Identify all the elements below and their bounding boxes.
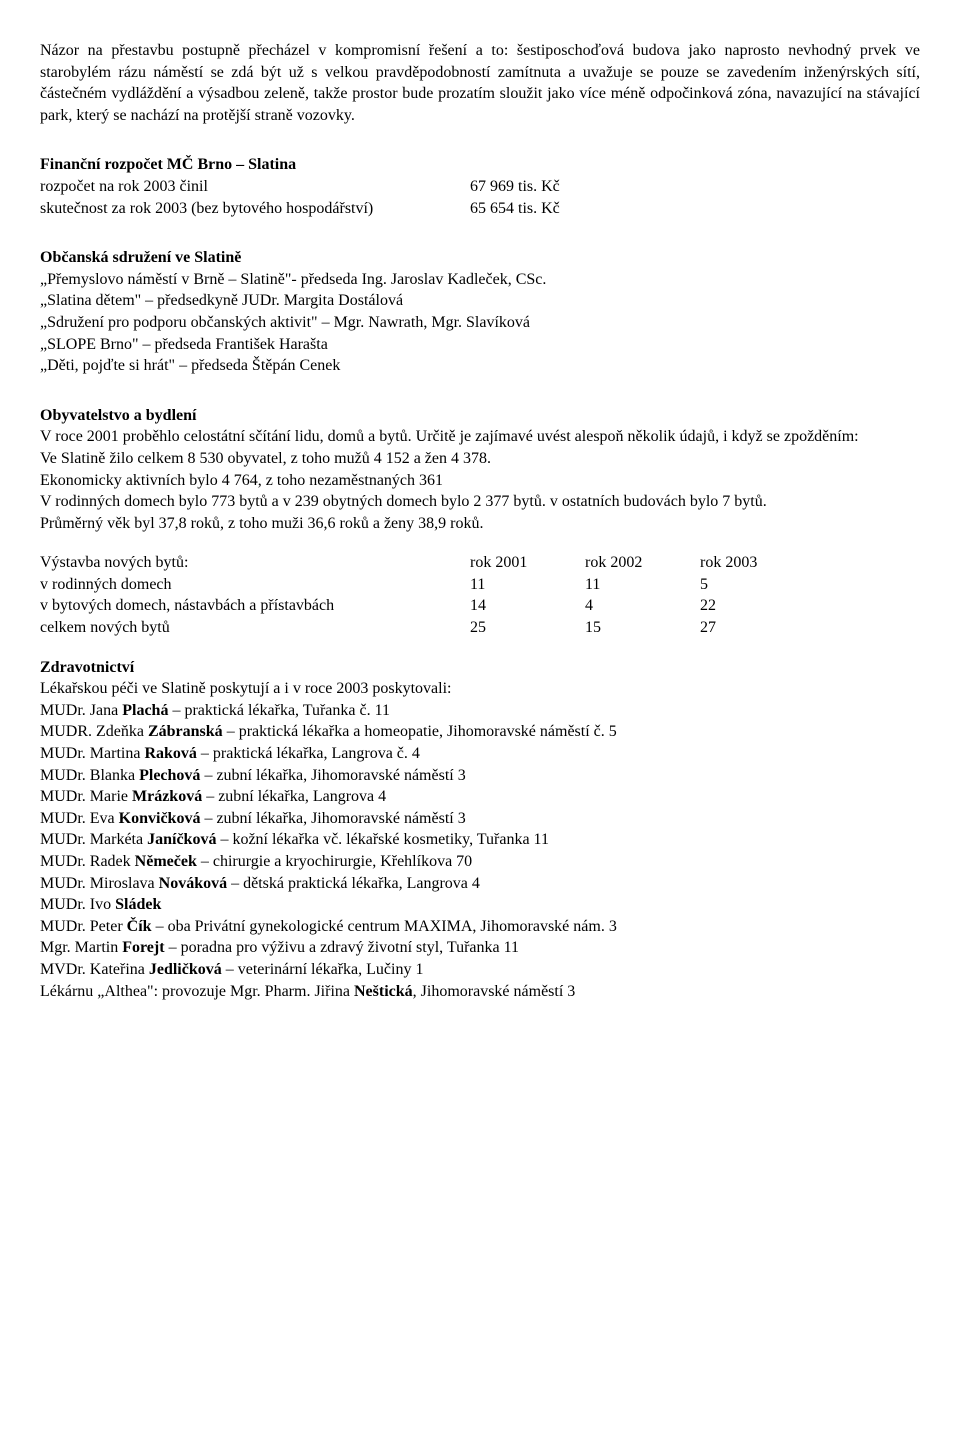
health-item-pre: MUDr. Markéta <box>40 831 147 848</box>
health-item: MUDr. Ivo Sládek <box>40 894 920 916</box>
health-item-post: – poradna pro výživu a zdravý životní st… <box>165 939 519 956</box>
health-item-post: – zubní lékařka, Jihomoravské náměstí 3 <box>200 810 465 827</box>
health-item-name: Janíčková <box>147 831 216 848</box>
stats-cell: 25 <box>470 617 585 639</box>
health-item: MUDr. Miroslava Nováková – dětská prakti… <box>40 873 920 895</box>
health-item-name: Plechová <box>139 767 200 784</box>
health-item: MUDr. Radek Němeček – chirurgie a kryoch… <box>40 851 920 873</box>
health-item-pre: MUDr. Blanka <box>40 767 139 784</box>
assoc-line: „Děti, pojďte si hrát" – předseda Štěpán… <box>40 355 920 377</box>
pop-para: Ve Slatině žilo celkem 8 530 obyvatel, z… <box>40 448 920 470</box>
health-item-name: Nováková <box>159 875 227 892</box>
assoc-line: „Sdružení pro podporu občanských aktivit… <box>40 312 920 334</box>
pop-para: V rodinných domech bylo 773 bytů a v 239… <box>40 491 920 513</box>
health-item-post: – veterinární lékařka, Lučiny 1 <box>222 961 424 978</box>
health-item-name: Zábranská <box>148 723 223 740</box>
assoc-line: „SLOPE Brno" – předseda František Harašt… <box>40 334 920 356</box>
health-item: MUDr. Jana Plachá – praktická lékařka, T… <box>40 700 920 722</box>
budget-row-label: rozpočet na rok 2003 činil <box>40 176 470 198</box>
health-item: Mgr. Martin Forejt – poradna pro výživu … <box>40 937 920 959</box>
health-item-post: – zubní lékařka, Jihomoravské náměstí 3 <box>200 767 465 784</box>
stats-cell: 5 <box>700 574 815 596</box>
health-item-post: – kožní lékařka vč. lékařské kosmetiky, … <box>216 831 549 848</box>
health-item: MUDr. Peter Čík – oba Privátní gynekolog… <box>40 916 920 938</box>
health-item: MUDr. Marie Mrázková – zubní lékařka, La… <box>40 786 920 808</box>
health-item-pre: Lékárnu „Althea": provozuje Mgr. Pharm. … <box>40 983 354 1000</box>
health-item-name: Plachá <box>122 702 168 719</box>
health-item-name: Čík <box>127 918 152 935</box>
health-item-post: – praktická lékařka a homeopatie, Jihomo… <box>223 723 617 740</box>
stats-header-col: rok 2001 <box>470 552 585 574</box>
health-item-pre: MUDr. Jana <box>40 702 122 719</box>
stats-cell: 15 <box>585 617 700 639</box>
stats-row-label: v rodinných domech <box>40 574 470 596</box>
health-item: Lékárnu „Althea": provozuje Mgr. Pharm. … <box>40 981 920 1003</box>
health-item: MVDr. Kateřina Jedličková – veterinární … <box>40 959 920 981</box>
health-item-pre: MUDr. Radek <box>40 853 135 870</box>
health-item: MUDr. Martina Raková – praktická lékařka… <box>40 743 920 765</box>
health-item-pre: MVDr. Kateřina <box>40 961 149 978</box>
stats-cell: 11 <box>470 574 585 596</box>
health-item: MUDr. Markéta Janíčková – kožní lékařka … <box>40 829 920 851</box>
health-item-pre: MUDr. Ivo <box>40 896 115 913</box>
budget-row-value: 65 654 tis. Kč <box>470 198 590 220</box>
health-item: MUDr. Eva Konvičková – zubní lékařka, Ji… <box>40 808 920 830</box>
health-item-name: Raková <box>144 745 196 762</box>
health-item-name: Sládek <box>115 896 161 913</box>
stats-cell: 27 <box>700 617 815 639</box>
health-item-post: – praktická lékařka, Tuřanka č. 11 <box>168 702 390 719</box>
health-item-post: – dětská praktická lékařka, Langrova 4 <box>227 875 480 892</box>
health-item-name: Mrázková <box>132 788 202 805</box>
health-item-pre: MUDr. Eva <box>40 810 119 827</box>
stats-cell: 11 <box>585 574 700 596</box>
health-item-pre: Mgr. Martin <box>40 939 122 956</box>
health-item-pre: MUDr. Martina <box>40 745 144 762</box>
pop-para: V roce 2001 proběhlo celostátní sčítání … <box>40 426 920 448</box>
assoc-heading: Občanská sdružení ve Slatině <box>40 247 920 269</box>
stats-row-label: celkem nových bytů <box>40 617 470 639</box>
assoc-line: „Přemyslovo náměstí v Brně – Slatině"- p… <box>40 269 920 291</box>
stats-header-col: rok 2003 <box>700 552 815 574</box>
budget-heading: Finanční rozpočet MČ Brno – Slatina <box>40 154 920 176</box>
stats-cell: 4 <box>585 595 700 617</box>
stats-header-col: rok 2002 <box>585 552 700 574</box>
health-item-pre: MUDR. Zdeňka <box>40 723 148 740</box>
health-item-pre: MUDr. Peter <box>40 918 127 935</box>
health-item-pre: MUDr. Marie <box>40 788 132 805</box>
stats-cell: 22 <box>700 595 815 617</box>
health-intro: Lékařskou péči ve Slatině poskytují a i … <box>40 678 920 700</box>
health-item: MUDR. Zdeňka Zábranská – praktická lékař… <box>40 721 920 743</box>
stats-cell: 14 <box>470 595 585 617</box>
health-item-pre: MUDr. Miroslava <box>40 875 159 892</box>
stats-header-label: Výstavba nových bytů: <box>40 552 470 574</box>
health-item-name: Konvičková <box>119 810 201 827</box>
health-item-post: – oba Privátní gynekologické centrum MAX… <box>152 918 617 935</box>
stats-row-label: v bytových domech, nástavbách a přístavb… <box>40 595 470 617</box>
health-item-name: Forejt <box>122 939 164 956</box>
health-list: MUDr. Jana Plachá – praktická lékařka, T… <box>40 700 920 1002</box>
health-item-name: Němeček <box>135 853 197 870</box>
assoc-line: „Slatina dětem" – předsedkyně JUDr. Marg… <box>40 290 920 312</box>
intro-paragraph: Názor na přestavbu postupně přecházel v … <box>40 40 920 126</box>
health-item-name: Jedličková <box>149 961 222 978</box>
pop-para: Průměrný věk byl 37,8 roků, z toho muži … <box>40 513 920 535</box>
pop-heading: Obyvatelstvo a bydlení <box>40 405 920 427</box>
health-item-post: – chirurgie a kryochirurgie, Křehlíkova … <box>197 853 472 870</box>
health-item-name: Neštická <box>354 983 413 1000</box>
health-item: MUDr. Blanka Plechová – zubní lékařka, J… <box>40 765 920 787</box>
health-heading: Zdravotnictví <box>40 657 920 679</box>
pop-para: Ekonomicky aktivních bylo 4 764, z toho … <box>40 470 920 492</box>
health-item-post: – zubní lékařka, Langrova 4 <box>202 788 386 805</box>
budget-row-label: skutečnost za rok 2003 (bez bytového hos… <box>40 198 470 220</box>
budget-row-value: 67 969 tis. Kč <box>470 176 590 198</box>
health-item-post: , Jihomoravské náměstí 3 <box>413 983 576 1000</box>
health-item-post: – praktická lékařka, Langrova č. 4 <box>197 745 420 762</box>
